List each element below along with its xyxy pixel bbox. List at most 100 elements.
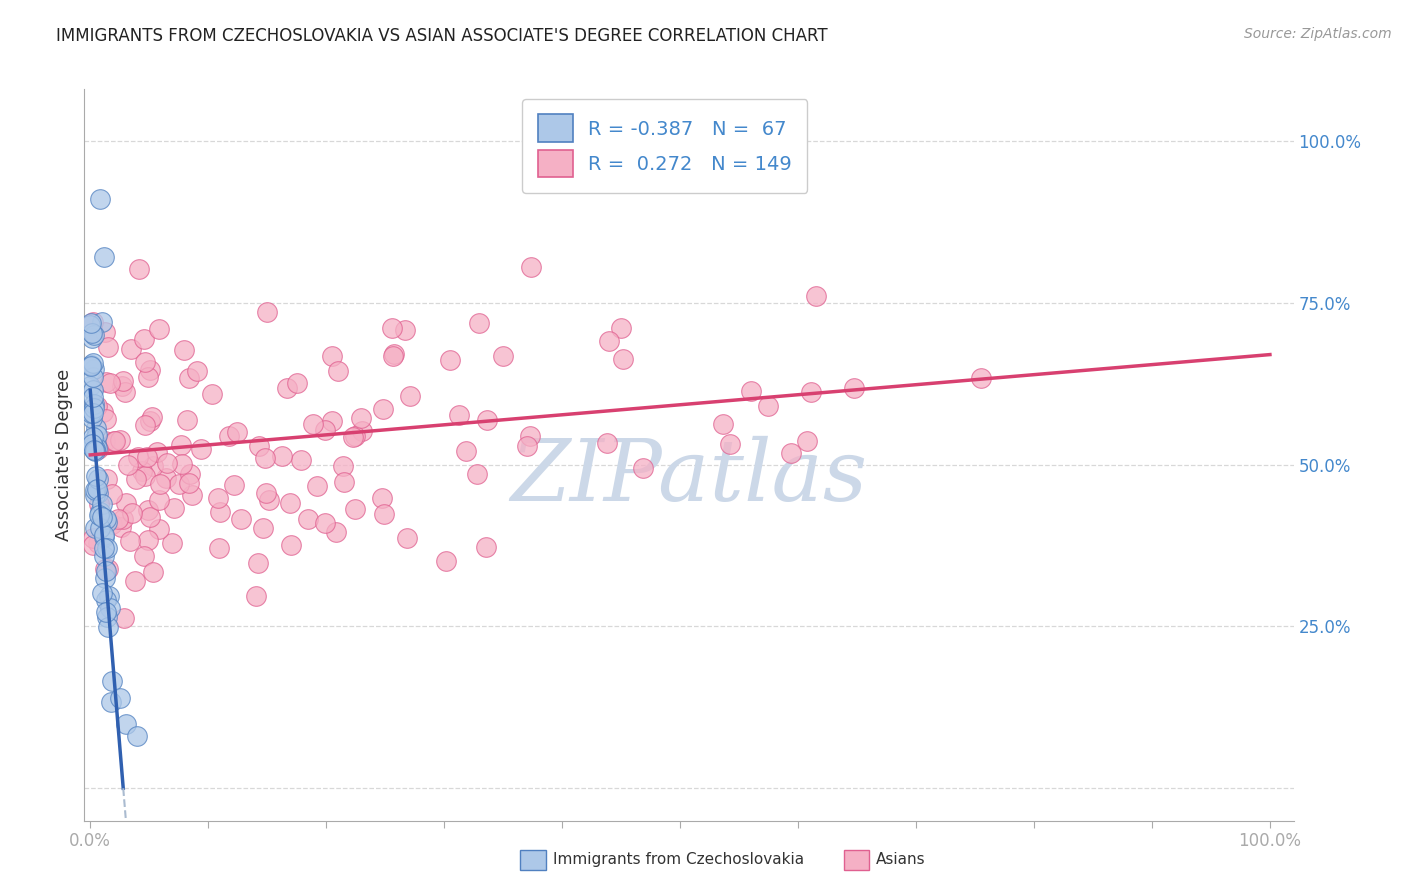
Point xyxy=(79,378,101,392)
Point xyxy=(98,601,121,615)
Point xyxy=(207,541,229,555)
Point xyxy=(381,320,404,334)
Point xyxy=(162,501,184,516)
Point xyxy=(131,464,153,478)
Point xyxy=(519,428,541,442)
Point xyxy=(82,315,104,329)
Point xyxy=(94,325,117,339)
Point xyxy=(89,521,111,535)
Point xyxy=(350,410,373,425)
Point xyxy=(94,592,117,607)
Point xyxy=(82,326,104,340)
Point xyxy=(112,375,135,389)
Point xyxy=(93,527,115,541)
Point xyxy=(82,440,104,454)
Point xyxy=(136,370,159,384)
Y-axis label: Associate's Degree: Associate's Degree xyxy=(55,368,73,541)
Point xyxy=(82,538,104,552)
Point xyxy=(96,564,118,578)
Point xyxy=(226,425,249,439)
Point xyxy=(434,554,457,568)
Point xyxy=(325,524,347,539)
Point xyxy=(271,449,294,463)
Point xyxy=(800,385,823,400)
Point xyxy=(91,315,114,329)
Legend: R = -0.387   N =  67, R =  0.272   N = 149: R = -0.387 N = 67, R = 0.272 N = 149 xyxy=(522,99,807,193)
Point xyxy=(79,318,101,332)
Point xyxy=(83,401,105,416)
Point xyxy=(96,605,118,619)
Point xyxy=(160,536,183,550)
Point xyxy=(609,320,631,334)
Point xyxy=(148,492,170,507)
Point xyxy=(139,510,162,524)
Point xyxy=(465,467,488,482)
Point xyxy=(740,384,762,398)
Point xyxy=(134,468,156,483)
Point xyxy=(398,389,420,403)
Point xyxy=(439,352,461,367)
Point xyxy=(253,450,276,465)
Point xyxy=(108,433,131,447)
Point xyxy=(139,362,162,376)
Point xyxy=(107,511,129,525)
Point xyxy=(454,444,477,458)
Point xyxy=(96,541,118,555)
Point xyxy=(516,438,538,452)
Point xyxy=(93,541,115,555)
Point xyxy=(96,610,118,624)
Point xyxy=(179,467,201,481)
Point xyxy=(314,423,336,437)
Point xyxy=(321,349,343,363)
Point xyxy=(186,364,208,378)
Point xyxy=(84,483,107,498)
Point xyxy=(94,512,117,526)
Point xyxy=(82,531,104,545)
Point xyxy=(139,414,162,428)
Point xyxy=(86,428,108,442)
Point xyxy=(146,444,169,458)
Point xyxy=(84,442,107,456)
Point xyxy=(83,433,105,447)
Point xyxy=(256,486,278,500)
Point xyxy=(83,328,105,343)
Point xyxy=(128,261,150,276)
Point xyxy=(179,370,201,384)
Point xyxy=(321,414,343,428)
Point xyxy=(93,251,115,265)
Point xyxy=(718,436,741,450)
Point xyxy=(86,482,108,496)
Point xyxy=(80,359,103,373)
Point xyxy=(82,406,104,420)
Point xyxy=(83,361,105,376)
Point xyxy=(142,565,165,579)
Point xyxy=(84,443,107,458)
Point xyxy=(84,421,107,435)
Point xyxy=(80,316,103,330)
Point xyxy=(97,620,120,634)
Point xyxy=(108,690,131,705)
Point xyxy=(779,445,801,459)
Point xyxy=(371,491,394,505)
Point xyxy=(276,381,298,395)
Point xyxy=(100,695,122,709)
Point xyxy=(842,381,865,395)
Point xyxy=(278,496,301,510)
Point xyxy=(90,509,112,524)
Point xyxy=(256,305,278,319)
Point xyxy=(201,386,224,401)
Point xyxy=(120,342,142,356)
Point xyxy=(97,340,120,354)
Point xyxy=(96,375,118,389)
Point xyxy=(155,470,177,484)
Point xyxy=(98,590,121,604)
Point xyxy=(103,434,125,449)
Point xyxy=(84,436,107,450)
Point xyxy=(94,562,117,576)
Point xyxy=(342,430,364,444)
Point xyxy=(382,347,405,361)
Point xyxy=(96,515,118,529)
Point xyxy=(89,508,111,523)
Point xyxy=(114,384,136,399)
Point xyxy=(86,399,108,413)
